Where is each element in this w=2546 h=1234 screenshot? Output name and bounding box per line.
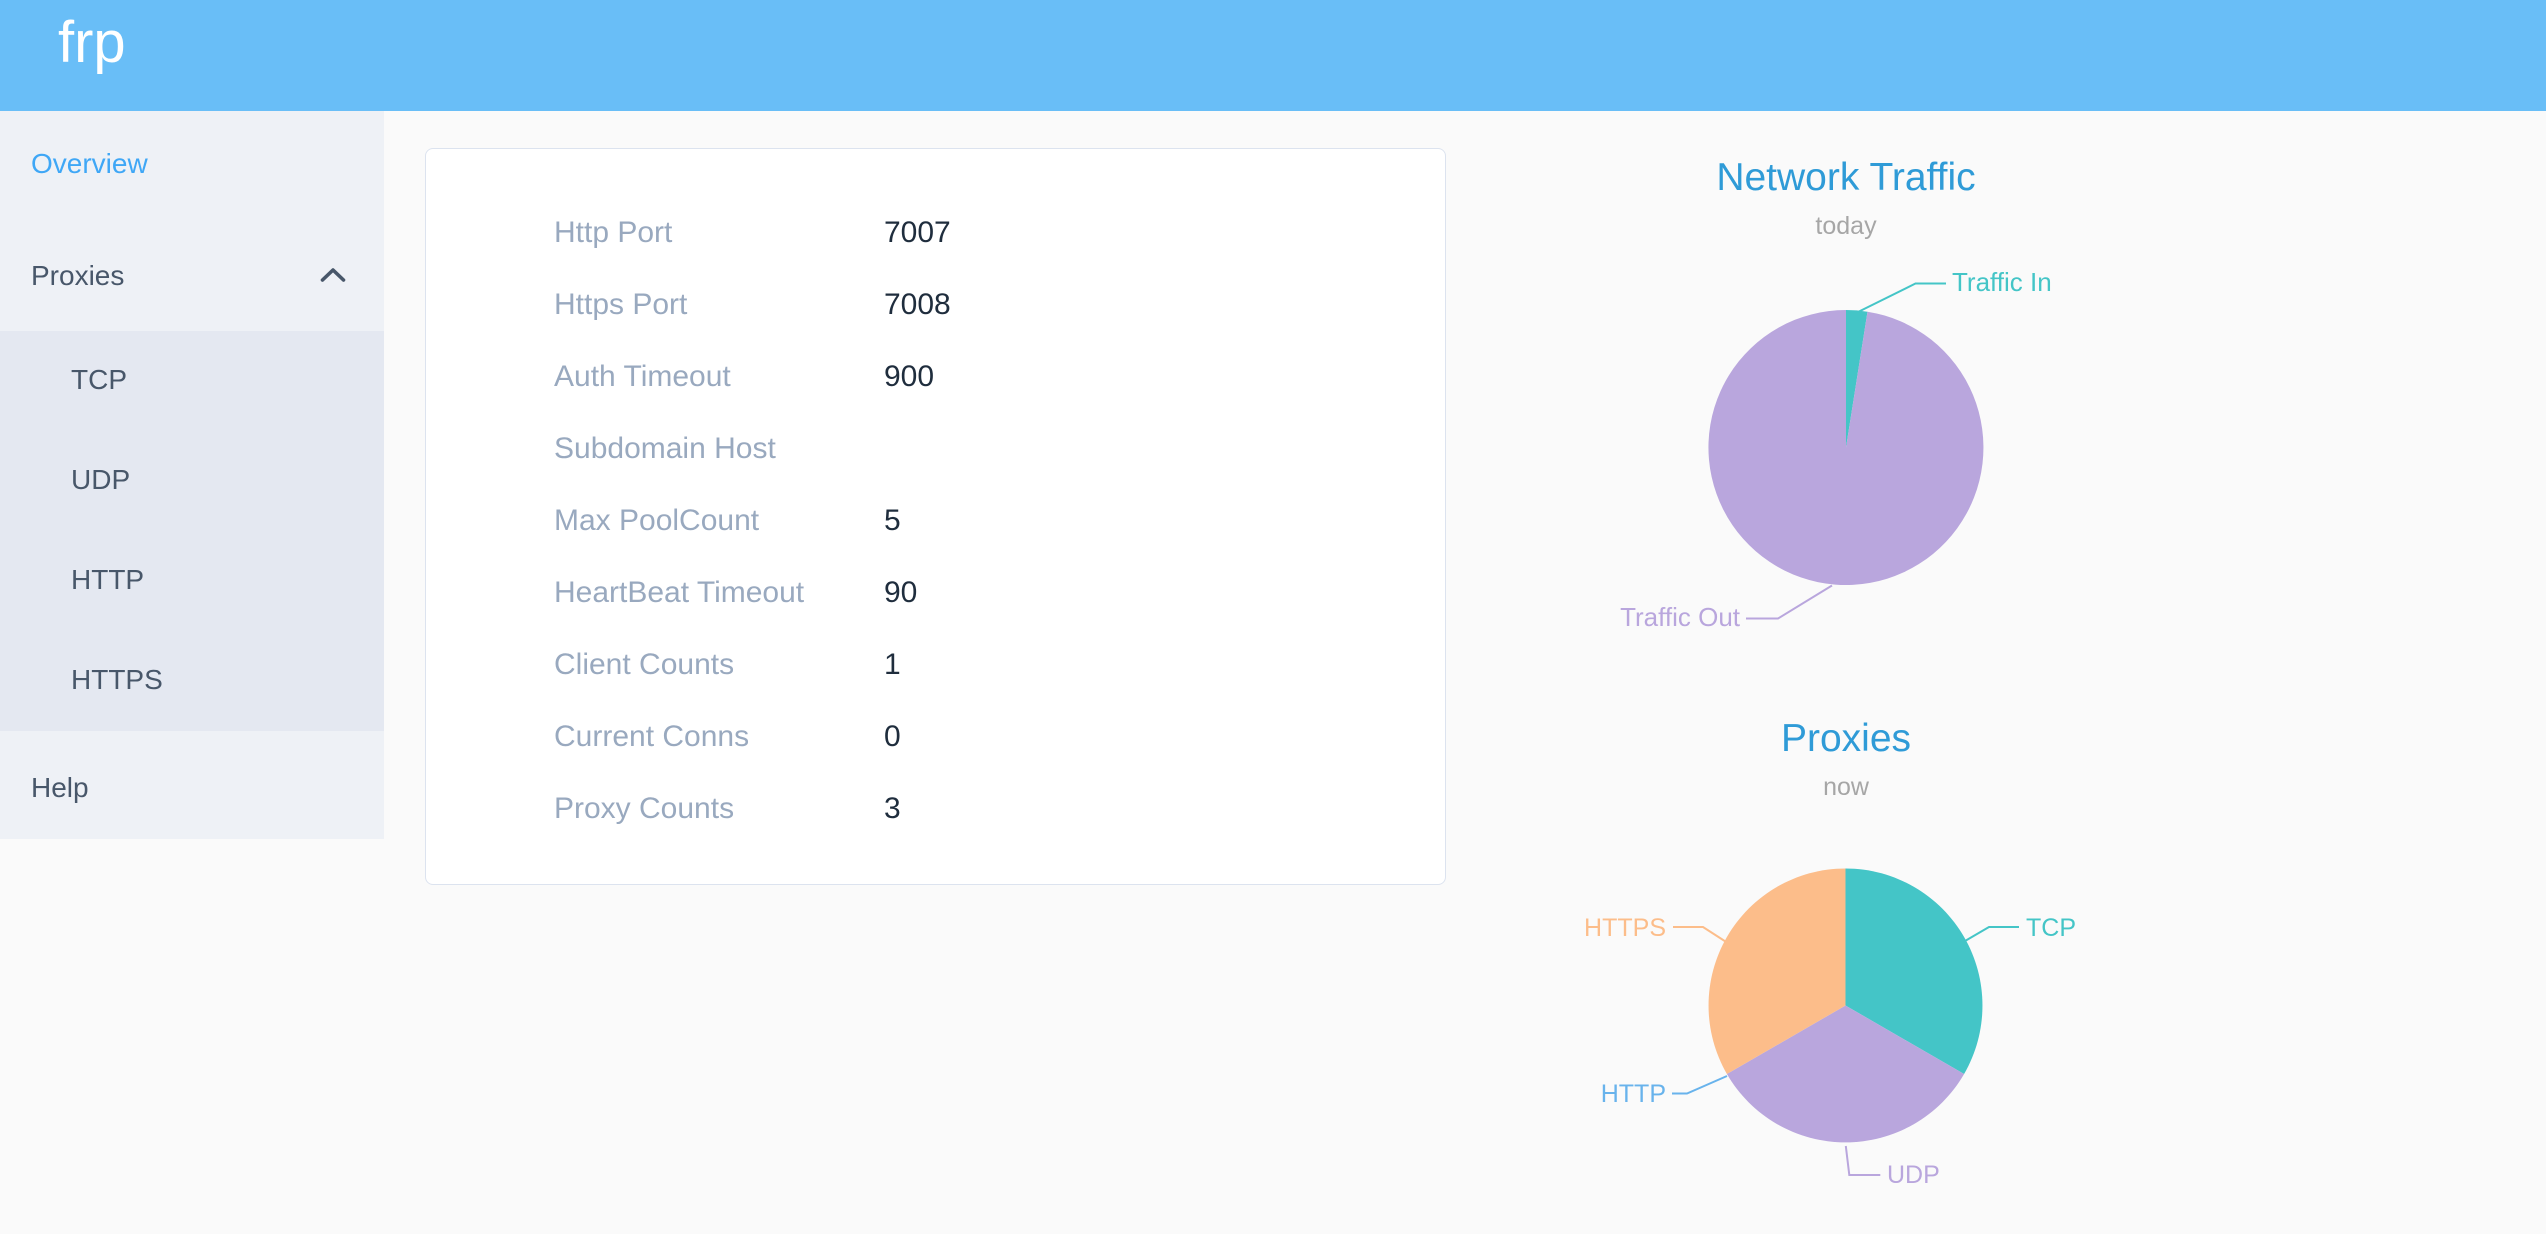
svg-text:now: now — [1823, 773, 1870, 801]
svg-text:UDP: UDP — [1887, 1161, 1940, 1189]
svg-text:TCP: TCP — [2026, 914, 2076, 942]
svg-text:HTTP: HTTP — [1601, 1080, 1666, 1108]
svg-text:today: today — [1815, 212, 1877, 240]
svg-text:Proxies: Proxies — [1781, 717, 1911, 760]
svg-text:Traffic Out: Traffic Out — [1620, 602, 1741, 632]
svg-text:Network Traffic: Network Traffic — [1716, 156, 1975, 199]
svg-text:Traffic In: Traffic In — [1952, 267, 2052, 297]
svg-text:HTTPS: HTTPS — [1584, 914, 1666, 942]
